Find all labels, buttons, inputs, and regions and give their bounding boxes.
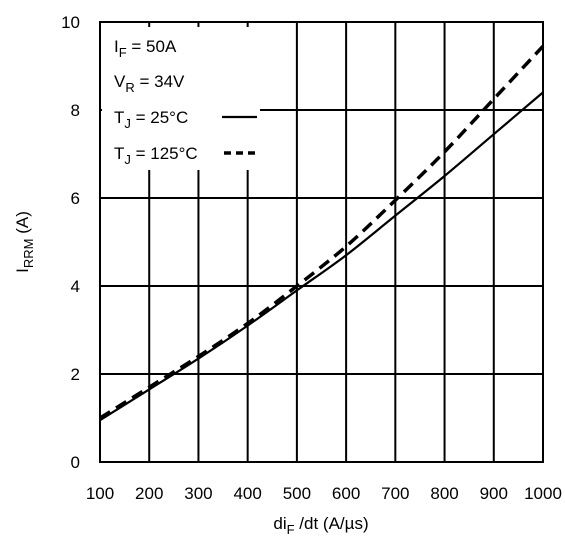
legend-box — [102, 27, 260, 170]
x-tick-labels: 100 200 300 400 500 600 700 800 900 1000 — [86, 484, 562, 503]
x-tick-label: 900 — [480, 484, 508, 503]
y-tick-label: 0 — [71, 453, 80, 472]
legend-condition: VR = 34V — [114, 72, 185, 95]
y-tick-labels: 0 2 4 6 8 10 — [61, 13, 80, 472]
series-layer — [99, 45, 545, 422]
series-line-tj-25c — [99, 91, 544, 422]
x-tick-label: 600 — [332, 484, 360, 503]
series-line-tj-125c — [99, 45, 545, 420]
x-tick-label: 800 — [430, 484, 458, 503]
x-tick-label: 400 — [233, 484, 261, 503]
x-tick-label: 200 — [135, 484, 163, 503]
x-axis-label: diF /dt (A/µs) — [273, 514, 368, 537]
y-tick-label: 10 — [61, 13, 80, 32]
legend: IF = 50A VR = 34V TJ = 25°C TJ = 125°C — [114, 37, 257, 167]
legend-entry: TJ = 25°C — [114, 108, 188, 131]
x-tick-label: 1000 — [524, 484, 562, 503]
legend-entry: TJ = 125°C — [114, 144, 198, 167]
plot-frame — [99, 21, 544, 463]
y-axis-label: IRRM (A) — [13, 211, 36, 273]
x-tick-label: 700 — [381, 484, 409, 503]
y-tick-label: 4 — [71, 277, 80, 296]
x-tick-label: 100 — [86, 484, 114, 503]
legend-condition: IF = 50A — [114, 37, 177, 60]
y-tick-label: 8 — [71, 101, 80, 120]
x-tick-label: 300 — [184, 484, 212, 503]
x-tick-label: 500 — [283, 484, 311, 503]
y-tick-label: 6 — [71, 189, 80, 208]
y-tick-label: 2 — [71, 365, 80, 384]
